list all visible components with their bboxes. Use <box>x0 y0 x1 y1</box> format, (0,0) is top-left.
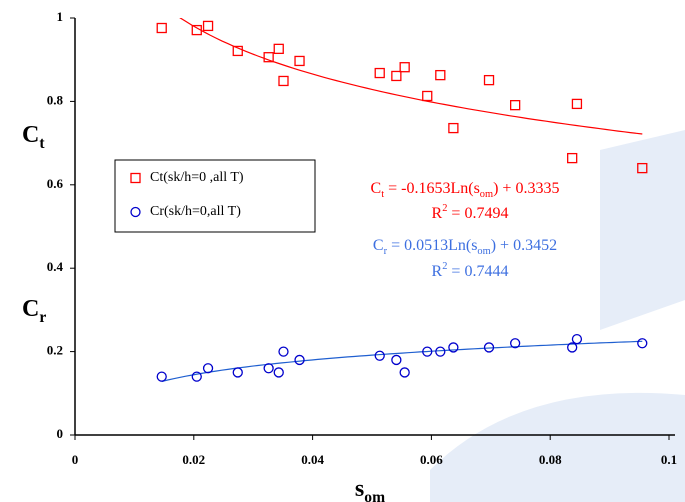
point <box>202 363 214 374</box>
point <box>156 22 167 34</box>
point <box>571 333 583 345</box>
y-tick-label: 0 <box>57 426 64 441</box>
point <box>202 20 214 32</box>
text-part: ) + <box>493 180 515 197</box>
text-part: Ln(s <box>450 180 479 197</box>
point <box>637 338 648 349</box>
point <box>294 354 305 366</box>
point <box>571 98 583 110</box>
text-part: s <box>355 476 364 502</box>
point <box>422 346 433 357</box>
trendline <box>161 340 643 383</box>
x-tick-label: 0.08 <box>539 452 562 467</box>
text-part: C <box>373 237 384 254</box>
point <box>273 367 284 378</box>
x-tick-label: 0.04 <box>301 452 324 467</box>
x-tick-label: 0.1 <box>661 452 677 467</box>
text-part: 0.3452 <box>513 237 557 254</box>
text-part: t <box>381 189 384 200</box>
point <box>294 55 305 67</box>
point <box>399 62 410 73</box>
y-axis-label: Cr <box>22 296 46 327</box>
text-part: C <box>371 180 382 197</box>
legend-box <box>114 159 316 233</box>
point <box>263 363 274 374</box>
y-tick-label: 0.8 <box>47 92 64 107</box>
text-part: C <box>22 122 39 148</box>
trend-equation: Cr = 0.0513Ln(som) + 0.3452 <box>373 237 557 257</box>
text-part: = <box>447 263 464 280</box>
y-axis-label: Ct <box>22 122 45 153</box>
trendline <box>179 18 643 135</box>
point <box>483 342 495 353</box>
point <box>637 162 648 174</box>
y-tick-label: 0.6 <box>47 176 64 191</box>
point <box>156 371 167 382</box>
point <box>567 152 578 164</box>
legend-label: Ct(sk/h=0 ,all T) <box>150 170 244 185</box>
text-part: 0.7494 <box>464 205 508 222</box>
y-tick-label: 0.2 <box>47 343 63 358</box>
point <box>510 338 521 349</box>
text-part: r <box>384 246 388 257</box>
x-axis-label: som <box>355 476 385 502</box>
text-part: om <box>364 489 385 502</box>
text-part: = <box>387 237 404 254</box>
point <box>399 367 410 378</box>
text-part: R <box>432 263 443 280</box>
x-tick-label: 0.02 <box>182 452 205 467</box>
r-squared: R2 = 0.7444 <box>432 261 509 280</box>
point <box>263 52 274 63</box>
point <box>374 350 385 361</box>
text-part: 0.7444 <box>464 263 508 280</box>
point <box>191 371 202 382</box>
text-part: 2 <box>442 203 447 214</box>
text-part: = <box>384 180 401 197</box>
y-tick-label: 1 <box>57 9 64 24</box>
point <box>510 100 521 111</box>
legend-marker <box>130 172 141 184</box>
text-part: = <box>447 205 464 222</box>
legend-marker <box>130 206 141 218</box>
text-part: 2 <box>442 261 447 272</box>
y-tick-label: 0.4 <box>47 259 64 274</box>
legend-label: Cr(sk/h=0,all T) <box>150 204 241 219</box>
point <box>567 342 578 353</box>
point <box>278 346 289 357</box>
text-part: Ln(s <box>448 237 477 254</box>
point <box>374 67 385 79</box>
text-part: 0.0513 <box>404 237 448 254</box>
point <box>191 24 202 36</box>
point <box>435 346 446 357</box>
point <box>483 74 495 86</box>
text-part: -0.1653 <box>401 180 450 197</box>
point <box>448 342 459 353</box>
text-part: C <box>22 296 39 322</box>
text-part: r <box>39 309 46 326</box>
point <box>391 354 402 366</box>
x-tick-label: 0 <box>72 452 79 467</box>
point <box>232 45 243 57</box>
point <box>273 43 284 55</box>
point <box>391 70 402 82</box>
text-part: ) + <box>491 237 513 254</box>
text-part: t <box>39 135 45 152</box>
r-squared: R2 = 0.7494 <box>432 203 509 222</box>
trend-equation: Ct = -0.1653Ln(som) + 0.3335 <box>371 180 560 200</box>
point <box>278 75 289 87</box>
watermark <box>430 130 685 502</box>
point <box>232 367 243 378</box>
x-tick-label: 0.06 <box>420 452 443 467</box>
text-part: R <box>432 205 443 222</box>
point <box>448 122 459 134</box>
text-part: 0.3335 <box>515 180 559 197</box>
point <box>422 90 433 102</box>
point <box>435 69 446 81</box>
text-part: om <box>477 246 490 257</box>
text-part: om <box>480 189 493 200</box>
